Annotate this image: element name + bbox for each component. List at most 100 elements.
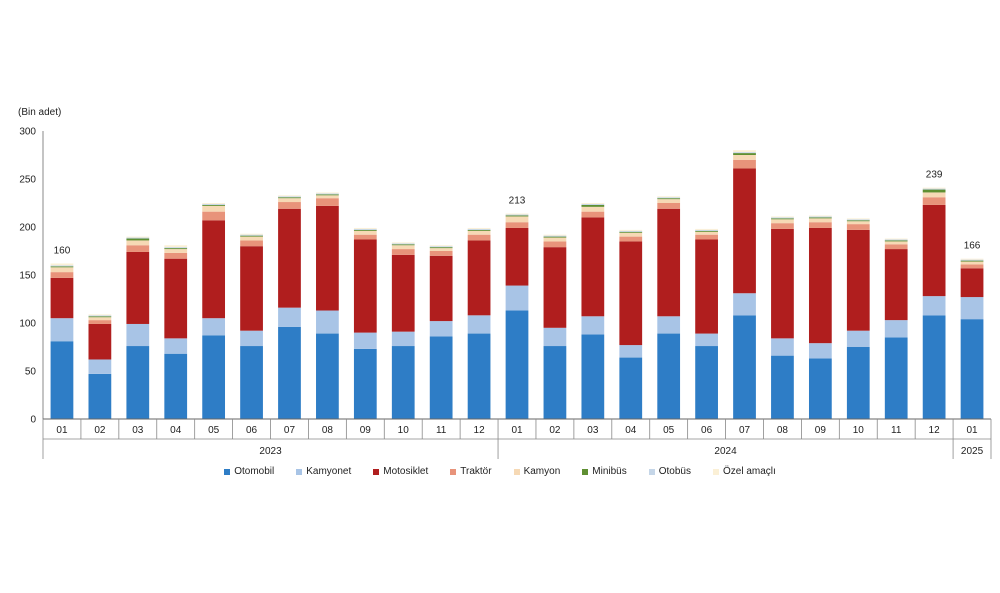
x-tick-label: 06 [246,425,258,436]
bar-segment [164,247,188,249]
legend-swatch [582,468,589,475]
bar-segment [771,228,794,339]
bar-segment [846,330,870,347]
bar-segment [240,330,263,347]
bar-segment [771,217,794,219]
bar-segment [695,239,718,334]
bar-segment [467,240,491,316]
bar-segment [619,236,643,242]
x-tick-label: 10 [853,425,865,436]
bar-segment [429,321,453,337]
bar-segment [960,259,984,261]
bar-segment [240,246,263,331]
bar-segment [50,263,74,266]
bar-segment [922,197,946,205]
bar-segment [240,240,263,247]
x-tick-label: 01 [511,425,523,436]
bar-segment [922,188,946,190]
x-tick-label: 01 [56,425,68,436]
bar-segment [164,338,188,354]
legend-label: Traktör [460,466,492,477]
bar-segment [733,152,756,154]
bar-segment [733,153,756,155]
bar-segment [278,198,301,203]
bar-segment [657,198,681,200]
bar-segment [922,189,946,193]
bar-segment [88,317,112,321]
bar-segment [202,318,226,336]
bar-segment [202,335,226,419]
bar-segment [581,203,605,204]
bar-segment [543,327,567,347]
x-tick-label: 04 [625,425,637,436]
bar-segment [467,228,491,230]
bar-segment [733,155,756,160]
bar-segment [353,332,377,349]
bar-segment [391,254,415,332]
total-annotation: 213 [509,196,526,207]
bar-segment [695,333,718,347]
bar-segment [884,238,908,240]
year-label: 2023 [259,446,282,457]
bar-segment [278,326,301,419]
bar-segment [126,238,150,241]
bar-segment [353,234,377,240]
x-tick-label: 08 [322,425,334,436]
bar-segment [808,215,832,217]
bar-segment [808,217,832,219]
x-tick-label: 10 [398,425,410,436]
legend-label: Kamyon [523,466,561,477]
bar-segment [733,150,756,153]
bar-segment [657,197,681,199]
bar-segment [884,239,908,241]
bar-segment [695,230,718,232]
bar-segment [316,198,339,206]
bar-segment [808,358,832,419]
y-tick-label: 150 [19,271,36,282]
x-tick-label: 08 [777,425,789,436]
bar-segment [50,277,74,319]
bar-segment [391,243,415,245]
bar-segment [505,216,529,223]
bar-segment [164,353,188,419]
bar-segment [884,337,908,419]
bar-segment [391,331,415,347]
bar-segment [202,220,226,319]
bar-segment [960,264,984,269]
bar-segment [733,168,756,294]
y-tick-label: 300 [19,127,36,138]
bar-segment [353,239,377,333]
total-annotation: 166 [964,241,981,252]
bar-segment [467,227,491,229]
bar-segment [922,204,946,297]
bar-segment [316,333,339,419]
legend-swatch [712,468,719,475]
bar-segment [771,223,794,229]
y-tick-label: 50 [25,367,37,378]
y-axis-label: (Bin adet) [18,107,61,118]
legend-swatch [513,468,520,475]
bar-segment [467,230,491,235]
bar-segment [316,310,339,334]
x-tick-label: 02 [94,425,106,436]
bar-segment [695,229,718,231]
bar-segment [619,241,643,346]
bar-segment [353,348,377,419]
bar-segment [543,346,567,419]
bar-segment [88,316,112,318]
bar-segment [164,249,188,253]
bar-segment [505,222,529,228]
bar-segment [771,218,794,220]
bar-segment [202,204,226,206]
bar-segment [619,230,643,232]
legend-item: Otobüs [648,466,691,477]
bar-segment [808,216,832,218]
x-tick-label: 12 [474,425,486,436]
bar-segment [505,215,529,217]
bar-segment [695,231,718,235]
bar-segment [846,218,870,220]
bar-segment [240,235,263,237]
bar-segment [581,316,605,335]
bar-segment [657,199,681,203]
